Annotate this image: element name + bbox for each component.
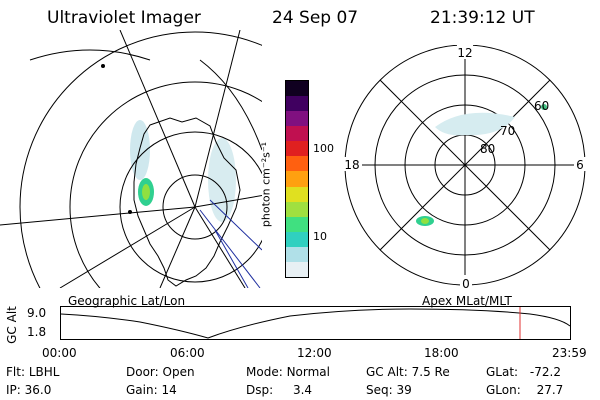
colorbar-segment <box>286 261 308 278</box>
glat-info: GLat: -72.2 <box>486 365 561 379</box>
mlat-label-80: 80 <box>480 142 495 156</box>
aurora-core <box>142 184 150 200</box>
mlat-label-70: 70 <box>500 124 515 138</box>
colorbar <box>285 80 309 278</box>
seq-value: 39 <box>396 383 412 397</box>
gain-value: 14 <box>161 383 177 397</box>
mlat-label-60: 60 <box>534 99 549 113</box>
glon-info: GLon: 27.7 <box>486 383 564 397</box>
mlt-label-12: 12 <box>457 46 472 60</box>
altitude-ytick-top: 9.0 <box>27 306 47 320</box>
time-tick-2359: 23:59 <box>552 346 587 360</box>
image-time: 21:39:12 UT <box>430 8 535 28</box>
time-tick-0000: 00:00 <box>42 346 77 360</box>
colorbar-segment <box>286 81 308 97</box>
colorbar-segment <box>286 96 308 112</box>
polar-map-caption: Apex MLat/MLT <box>422 294 512 308</box>
colorbar-segment <box>286 231 308 247</box>
mode-info: Mode: Normal <box>246 365 330 379</box>
image-date: 24 Sep 07 <box>272 8 359 28</box>
colorbar-tick-100: 100 <box>313 142 334 155</box>
glat-value: -72.2 <box>529 365 561 379</box>
ip-value: 36.0 <box>24 383 52 397</box>
altitude-curve <box>60 308 571 339</box>
colorbar-tick-10: 10 <box>313 230 327 243</box>
colorbar-segment <box>286 246 308 262</box>
mlt-label-18: 18 <box>344 158 359 172</box>
gain-info: Gain: 14 <box>126 383 177 397</box>
altitude-ylabel: GC Alt <box>5 306 19 344</box>
glon-value: 27.7 <box>536 383 564 397</box>
time-tick-0600: 06:00 <box>170 346 205 360</box>
colorbar-segment <box>286 201 308 217</box>
dsp-info: Dsp: 3.4 <box>246 383 313 397</box>
filter-value: LBHL <box>28 365 60 379</box>
colorbar-segment <box>286 141 308 157</box>
mlt-label-6: 6 <box>576 158 584 172</box>
door-info: Door: Open <box>126 365 195 379</box>
ip-info: IP: 36.0 <box>6 383 52 397</box>
filter-info: Flt: LBHL <box>6 365 60 379</box>
colorbar-unit-label: photon cm⁻²s⁻¹ <box>259 141 273 228</box>
altitude-ytick-bottom: 1.8 <box>27 325 47 339</box>
colorbar-segment <box>286 216 308 232</box>
colorbar-segment <box>286 186 308 202</box>
instrument-title: Ultraviolet Imager <box>47 8 201 28</box>
mlt-label-0: 0 <box>462 277 470 290</box>
colorbar-segment <box>286 171 308 187</box>
coastline <box>133 117 241 287</box>
time-tick-1200: 12:00 <box>297 346 332 360</box>
colorbar-segment <box>286 156 308 172</box>
door-value: Open <box>162 365 195 379</box>
aurora-oval <box>435 112 515 136</box>
dsp-value: 3.4 <box>292 383 313 397</box>
geo-map-caption: Geographic Lat/Lon <box>68 294 186 308</box>
polar-mlt-map: 12 18 6 0 80 70 60 <box>342 45 588 290</box>
time-tick-1800: 18:00 <box>424 346 459 360</box>
gcalt-info: GC Alt: 7.5 Re <box>366 365 450 379</box>
colorbar-segment <box>286 111 308 127</box>
mode-value: Normal <box>286 365 330 379</box>
colorbar-segment <box>286 126 308 142</box>
gcalt-value: 7.5 Re <box>411 365 450 379</box>
seq-info: Seq: 39 <box>366 383 412 397</box>
geographic-map <box>0 30 262 288</box>
altitude-timeline <box>60 306 571 340</box>
